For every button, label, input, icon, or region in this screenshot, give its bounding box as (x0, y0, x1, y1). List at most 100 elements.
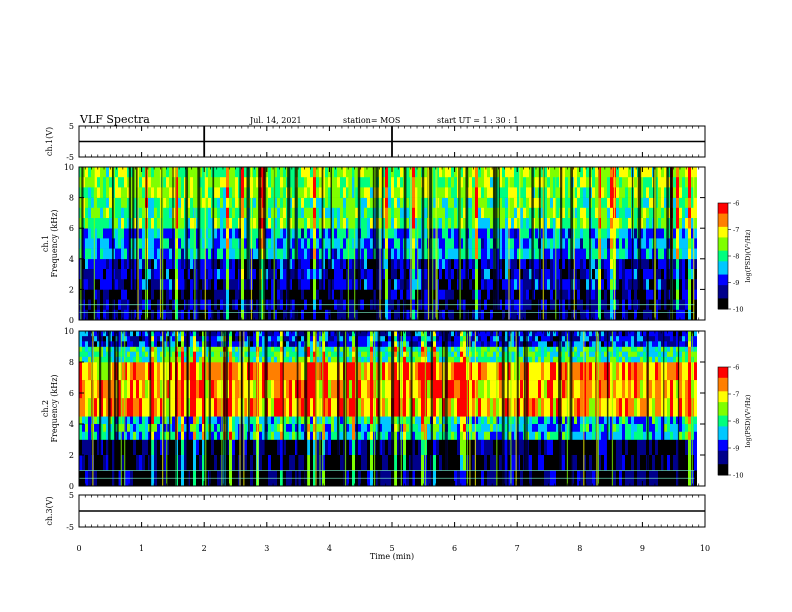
spectrogram-cell (694, 218, 697, 229)
spectrogram-cell (400, 197, 403, 209)
spectrogram-cell (394, 167, 397, 178)
spectrogram-cell (121, 228, 124, 239)
spectrogram-cell (316, 439, 319, 456)
spectrogram-cell (502, 289, 505, 300)
spectrogram-cell (664, 238, 667, 249)
spectrogram-cell (550, 197, 553, 209)
spectrogram-cell (388, 187, 391, 198)
spectrogram-cell (337, 238, 340, 249)
spectrogram-cell (217, 248, 220, 260)
spectrogram-cell (433, 187, 436, 198)
spectrogram-cell (658, 207, 661, 219)
spectrogram-cell (415, 269, 418, 280)
spectrogram-cell (79, 455, 82, 471)
spectrogram-cell (361, 424, 364, 433)
spectrogram-cell (358, 362, 361, 381)
spectrogram-cell (379, 362, 382, 381)
spectrogram-cell (118, 197, 121, 209)
spectrogram-cell (313, 197, 316, 209)
spectrogram-cell (226, 177, 229, 188)
spectrogram-cell (253, 258, 256, 270)
spectrogram-cell (382, 309, 385, 321)
spectrogram-cell (583, 238, 586, 249)
spectrogram-cell (403, 455, 406, 471)
spectrogram-cell (82, 341, 85, 347)
spectrogram-cell (145, 331, 148, 337)
spectrogram-cell (151, 177, 154, 188)
spectrogram-cell (349, 228, 352, 239)
spectrogram-cell (106, 289, 109, 300)
spectrogram-cell (397, 380, 400, 399)
spectrogram-cell (316, 218, 319, 229)
spectrogram-cell (274, 187, 277, 198)
spectrogram-cell (301, 269, 304, 280)
spectrogram-cell (268, 431, 271, 440)
spectrogram-cell (226, 207, 229, 219)
spectrogram-cell (385, 356, 388, 363)
spectrogram-cell (133, 248, 136, 260)
spectrogram-cell (232, 380, 235, 399)
spectrogram-cell (97, 351, 100, 358)
spectrogram-cell (94, 424, 97, 433)
spectrogram-spike (613, 167, 616, 320)
spectrogram-cell (649, 167, 652, 178)
spectrogram-cell (88, 228, 91, 239)
spectrogram-cell (85, 416, 88, 425)
spectrogram-cell (112, 424, 115, 433)
spectrogram-cell (505, 309, 508, 321)
spectrogram-cell (616, 289, 619, 300)
spectrogram-cell (628, 238, 631, 249)
spectrogram-cell (622, 279, 625, 290)
spectrogram-cell (685, 207, 688, 219)
spectrogram-cell (184, 362, 187, 381)
spectrogram-cell (208, 279, 211, 290)
spectrogram-cell (442, 197, 445, 209)
spectrogram-cell (367, 439, 370, 456)
spectrogram-cell (586, 177, 589, 188)
spectrogram-cell (313, 187, 316, 198)
spectrogram-cell (310, 439, 313, 456)
spectrogram-cell (97, 341, 100, 347)
spectrogram-cell (346, 279, 349, 290)
spectrogram-cell (574, 218, 577, 229)
spectrogram-cell (283, 331, 286, 337)
spectrogram-cell (103, 424, 106, 433)
spectrogram-cell (187, 279, 190, 290)
spectrogram-cell (679, 177, 682, 188)
spectrogram-cell (331, 187, 334, 198)
spectrogram-cell (133, 218, 136, 229)
spectrogram-cell (406, 269, 409, 280)
y-tick-label: 0 (69, 316, 74, 325)
spectrogram-cell (124, 336, 127, 342)
spectrogram-cell (487, 228, 490, 239)
spectrogram-cell (505, 269, 508, 280)
spectrogram-cell (385, 289, 388, 300)
spectrogram-cell (451, 238, 454, 249)
spectrogram-cell (427, 424, 430, 433)
spectrogram-cell (574, 238, 577, 249)
spectrogram-cell (214, 439, 217, 456)
spectrogram-cell (208, 269, 211, 280)
spectrogram-cell (664, 218, 667, 229)
spectrogram-cell (349, 167, 352, 178)
spectrogram-cell (445, 258, 448, 270)
spectrogram-cell (385, 362, 388, 381)
spectrogram-cell (583, 228, 586, 239)
spectrogram-cell (214, 238, 217, 249)
spectrogram-cell (355, 309, 358, 321)
spectrogram-cell (154, 207, 157, 219)
spectrogram-cell (166, 187, 169, 198)
spectrogram-cell (598, 177, 601, 188)
spectrogram-cell (97, 279, 100, 290)
spectrogram-cell (166, 248, 169, 260)
spectrogram-cell (142, 336, 145, 342)
spectrogram-cell (592, 187, 595, 198)
spectrogram-cell (367, 309, 370, 321)
spectrogram-cell (607, 269, 610, 280)
spectrogram-cell (151, 331, 154, 337)
spectrogram-cell (454, 207, 457, 219)
spectrogram-cell (406, 346, 409, 352)
spectrogram-cell (187, 218, 190, 229)
spectrogram-cell (406, 356, 409, 363)
spectrogram-cell (382, 362, 385, 381)
